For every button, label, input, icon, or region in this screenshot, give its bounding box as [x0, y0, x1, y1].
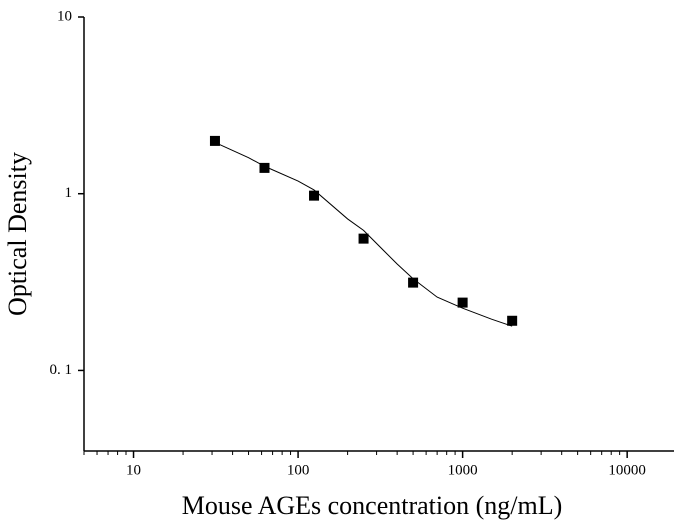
data-point	[507, 315, 518, 326]
y-tick-label: 0. 1	[50, 362, 73, 378]
y-tick-label: 1	[65, 185, 73, 201]
x-tick-label: 10	[126, 462, 141, 478]
x-tick-label: 10000	[608, 462, 646, 478]
x-axis-label: Mouse AGEs concentration (ng/mL)	[182, 491, 563, 520]
y-axis-label: Optical Density	[3, 152, 32, 316]
x-tick-label: 1000	[448, 462, 478, 478]
data-point	[358, 233, 369, 244]
y-tick-label: 10	[57, 8, 72, 24]
data-point	[209, 135, 220, 146]
data-point	[309, 190, 320, 201]
data-point	[457, 297, 468, 308]
fit-curve	[214, 142, 513, 327]
data-point	[408, 277, 419, 288]
data-point	[259, 162, 270, 173]
x-tick-label: 100	[287, 462, 310, 478]
